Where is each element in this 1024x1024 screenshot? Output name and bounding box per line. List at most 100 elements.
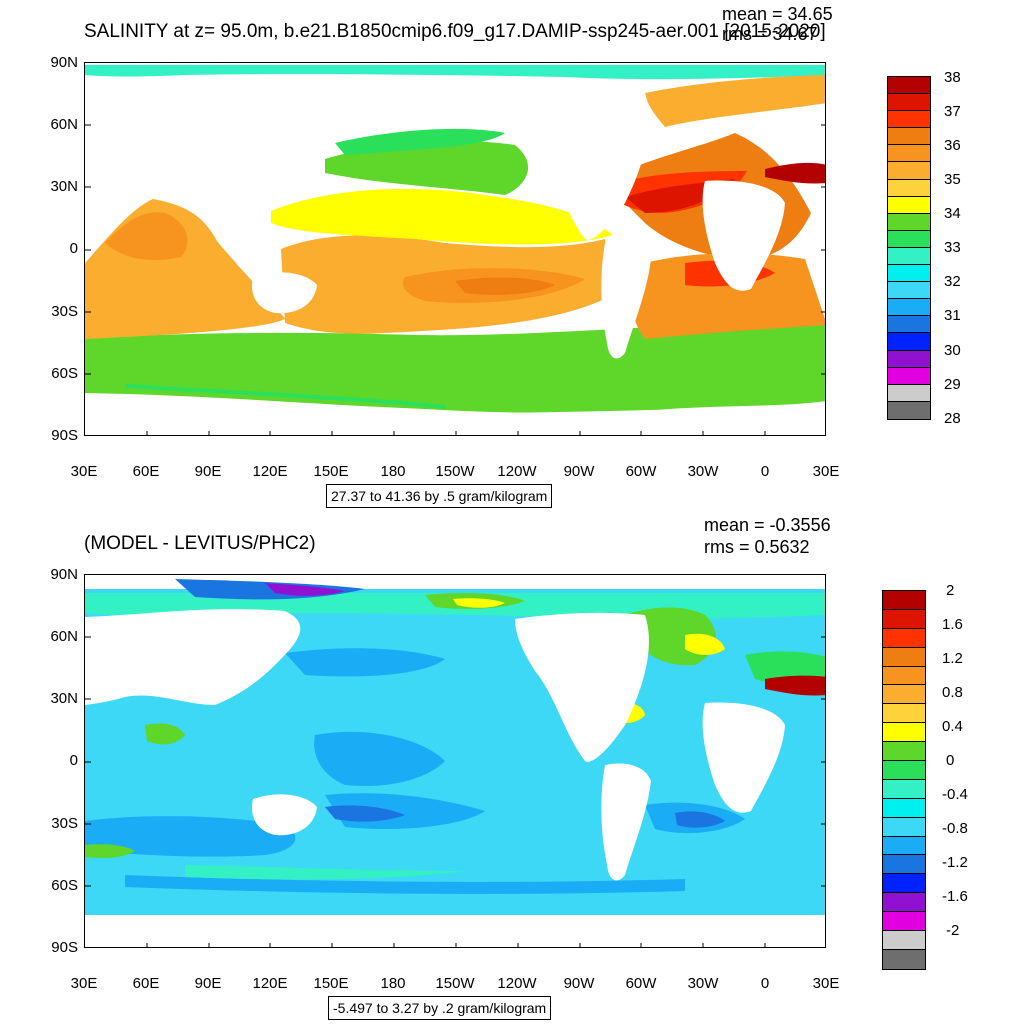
x-tick-label: 60W	[625, 463, 657, 480]
land-eurasia	[85, 87, 301, 183]
colorbar-swatch	[883, 779, 925, 799]
x-tick-label: 30E	[70, 463, 98, 480]
colorbar-label: 31	[944, 307, 961, 324]
x-tick-label: 30E	[812, 463, 840, 480]
colorbar-label: 0.8	[942, 684, 963, 701]
y-tick-label: 30N	[50, 690, 78, 707]
colorbar-swatch	[883, 874, 925, 894]
colorbar-label: -0.4	[942, 786, 968, 803]
colorbar-swatch	[888, 230, 930, 248]
colorbar-swatch	[883, 949, 925, 969]
land-north-america	[515, 612, 649, 762]
salinity-map	[84, 62, 826, 436]
y-tick-label: 30S	[51, 815, 78, 832]
colorbar-label: 37	[944, 103, 961, 120]
map-title: SALINITY at z= 95.0m, b.e21.B1850cmip6.f…	[84, 21, 826, 42]
colorbar-swatch	[888, 145, 930, 163]
colorbar-swatch	[888, 94, 930, 112]
colorbar-swatch	[888, 401, 930, 419]
colorbar-swatch	[883, 742, 925, 762]
colorbar-label: -1.6	[942, 888, 968, 905]
x-tick-label: 150W	[435, 463, 475, 480]
colorbar-label: 36	[944, 137, 961, 154]
colorbar-swatch	[883, 723, 925, 743]
contour-range-note: 27.37 to 41.36 by .5 gram/kilogram	[326, 484, 553, 508]
x-tick-label: 30W	[687, 463, 719, 480]
colorbar-label: -0.8	[942, 820, 968, 837]
colorbar-swatch	[888, 384, 930, 402]
land-australia	[251, 272, 317, 314]
colorbar-swatch	[883, 931, 925, 950]
x-tick-label: 180	[380, 975, 406, 992]
colorbar-swatch	[883, 685, 925, 705]
colorbar-swatch	[888, 111, 930, 129]
colorbar-swatch	[888, 247, 930, 266]
x-tick-label: 120E	[252, 975, 288, 992]
colorbar-swatch	[888, 367, 930, 385]
y-tick-label: 60N	[50, 628, 78, 645]
salinity-panel: SALINITY at z= 95.0m, b.e21.B1850cmip6.f…	[50, 4, 961, 508]
colorbar-label: 35	[944, 171, 961, 188]
land-south-america	[601, 763, 651, 881]
difference-panel: (MODEL - LEVITUS/PHC2) mean = -0.3556 rm…	[0, 512, 1024, 1024]
x-tick-label: 120W	[497, 463, 537, 480]
x-tick-label: 0	[760, 975, 770, 992]
colorbar-swatch	[888, 316, 930, 334]
x-tick-label: 150E	[313, 975, 349, 992]
y-tick-label: 60S	[51, 877, 78, 894]
colorbar-swatch	[888, 265, 930, 283]
x-tick-label: 120E	[252, 463, 288, 480]
land-eurasia	[85, 609, 301, 705]
x-tick-label: 120W	[497, 975, 537, 992]
colorbar-label: 1.2	[942, 650, 963, 667]
x-tick-label: 60W	[625, 975, 657, 992]
colorbar-swatch	[888, 179, 930, 197]
colorbar-swatch	[888, 333, 930, 351]
colorbar-swatch	[883, 628, 925, 648]
colorbar-swatch	[883, 855, 925, 875]
colorbar-label: 2	[946, 582, 955, 599]
colorbar-label: 0.4	[942, 718, 963, 735]
x-tick-label: 150W	[435, 975, 475, 992]
south-atlantic	[632, 253, 825, 339]
colorbar-swatch	[888, 77, 930, 95]
x-tick-label: 30W	[687, 975, 719, 992]
colorbar-label: 28	[944, 410, 961, 427]
land-antarctica	[85, 917, 825, 947]
colorbar-swatch	[883, 893, 925, 913]
y-tick-label: 90N	[50, 566, 78, 583]
southern-ocean-band	[85, 319, 825, 413]
colorbar-label: 30	[944, 342, 961, 359]
colorbar-label: 32	[944, 273, 961, 290]
colorbar-swatch	[883, 912, 925, 932]
rms-value: rms = 0.5632	[704, 537, 810, 557]
x-tick-label: 90W	[563, 463, 595, 480]
land-africa	[702, 180, 785, 291]
colorbar-label: 0	[946, 752, 955, 769]
arctic-ocean	[85, 65, 825, 80]
colorbar-swatch	[888, 162, 930, 180]
colorbar-swatch	[883, 666, 925, 686]
y-tick-label: 0	[69, 240, 78, 257]
colorbar-swatch	[883, 817, 925, 837]
colorbar-label: 1.6	[942, 616, 963, 633]
land-north-america	[515, 90, 649, 240]
y-tick-label: 90N	[50, 54, 78, 71]
colorbar-label: -1.2	[942, 854, 968, 871]
colorbar-label: -2	[946, 922, 960, 939]
y-tick-label: 30N	[50, 178, 78, 195]
colorbar-swatch	[883, 836, 925, 856]
y-tick-label: 90S	[51, 427, 78, 444]
colorbar-swatch	[883, 798, 925, 818]
x-tick-label: 60E	[132, 975, 160, 992]
y-tick-label: 60S	[51, 365, 78, 382]
colorbar-swatch	[883, 761, 925, 780]
mean-value: mean = 34.65	[722, 4, 833, 24]
colorbar	[887, 76, 931, 420]
x-tick-label: 60E	[132, 463, 160, 480]
x-tick-label: 90W	[563, 975, 595, 992]
colorbar-swatch	[883, 609, 925, 629]
mean-value: mean = -0.3556	[704, 515, 831, 535]
colorbar-swatch	[888, 299, 930, 317]
land-south-america	[601, 241, 651, 359]
